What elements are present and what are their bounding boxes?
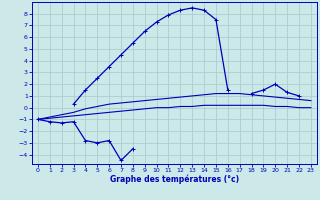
X-axis label: Graphe des températures (°c): Graphe des températures (°c)	[110, 175, 239, 184]
